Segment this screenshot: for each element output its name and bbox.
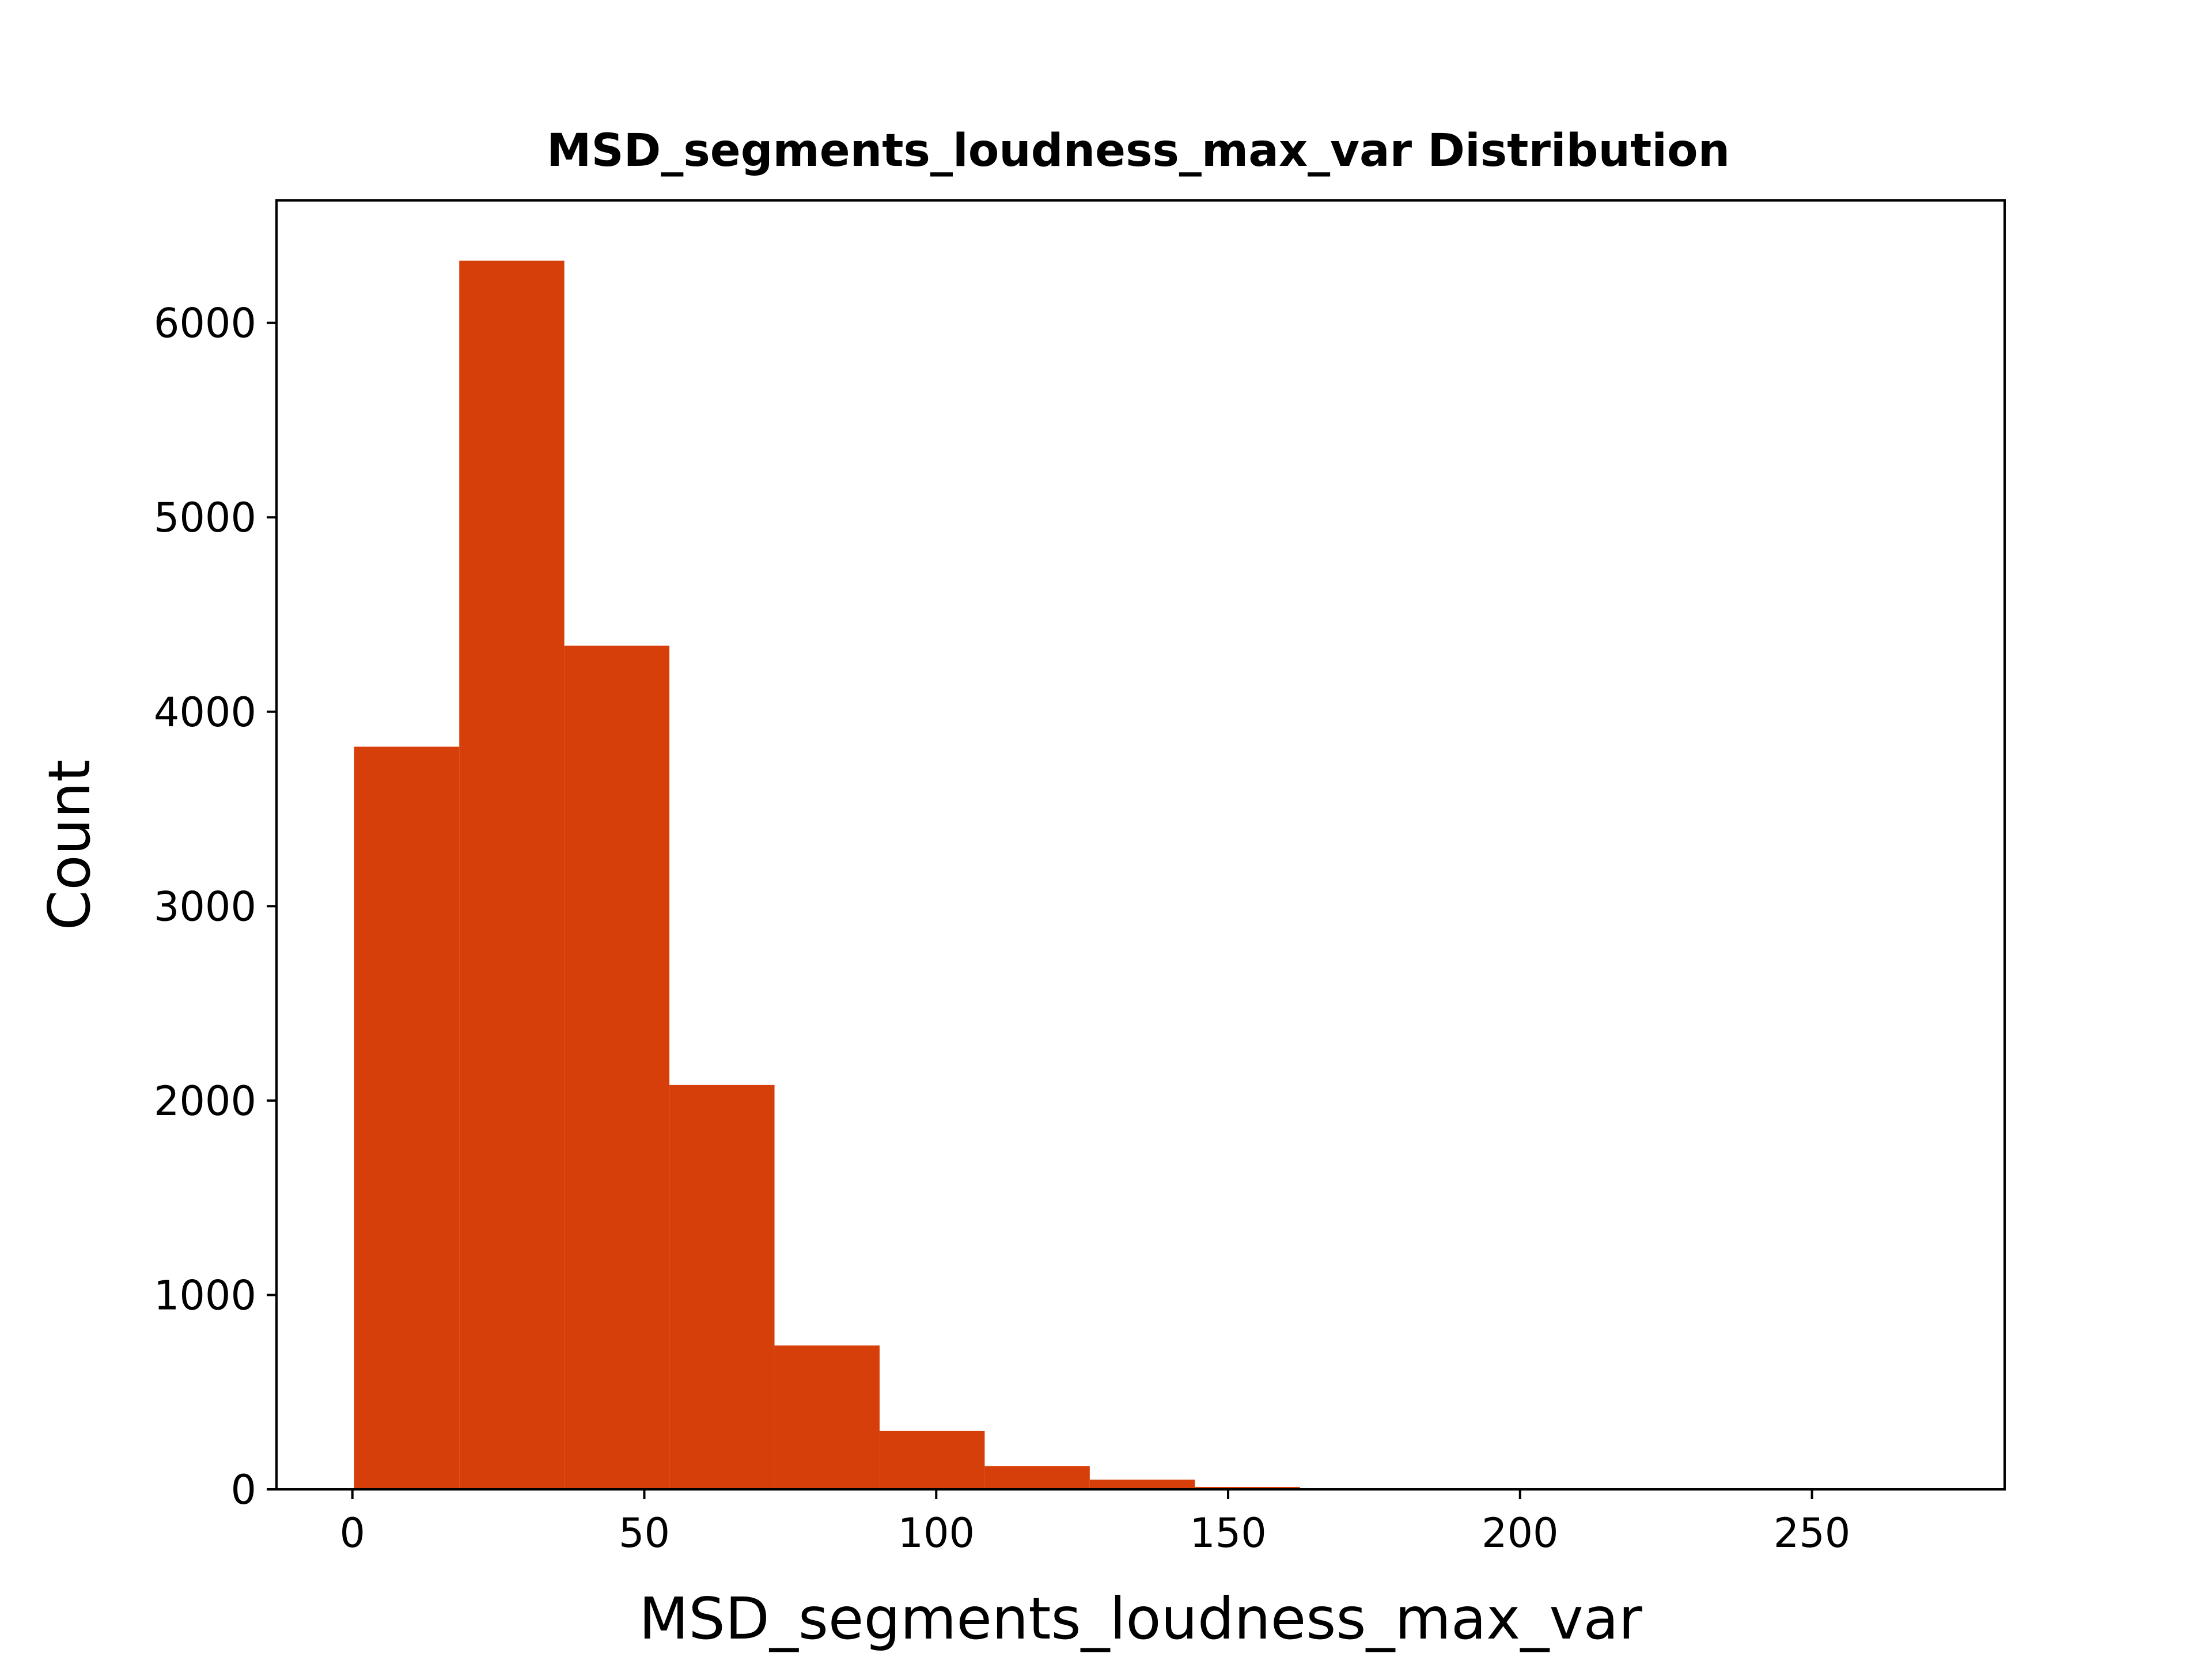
- histogram-bar: [669, 1085, 774, 1489]
- y-tick-label: 5000: [154, 494, 256, 541]
- y-tick-label: 0: [230, 1466, 256, 1514]
- x-axis-label: MSD_segments_loudness_max_var: [639, 1585, 1643, 1652]
- histogram-bar: [880, 1431, 984, 1489]
- y-tick-label: 2000: [154, 1078, 256, 1125]
- y-tick-label: 4000: [154, 689, 256, 736]
- y-axis-label: Count: [36, 760, 103, 931]
- x-tick-label: 100: [897, 1510, 975, 1557]
- histogram-bar: [775, 1345, 880, 1489]
- x-tick-label: 50: [619, 1510, 670, 1557]
- histogram-bar: [565, 646, 669, 1489]
- chart-title: MSD_segments_loudness_max_var Distributi…: [547, 125, 1730, 177]
- y-tick-label: 1000: [154, 1272, 256, 1319]
- x-tick-label: 200: [1482, 1510, 1559, 1557]
- x-tick-label: 250: [1774, 1510, 1851, 1557]
- y-tick-label: 6000: [154, 300, 256, 347]
- x-tick-label: 150: [1190, 1510, 1267, 1557]
- histogram-bar: [1090, 1480, 1195, 1489]
- histogram-bar: [459, 261, 564, 1489]
- x-tick-label: 0: [339, 1510, 365, 1557]
- histogram-bar: [354, 747, 459, 1489]
- histogram-bar: [984, 1466, 1089, 1489]
- y-tick-label: 3000: [154, 883, 256, 930]
